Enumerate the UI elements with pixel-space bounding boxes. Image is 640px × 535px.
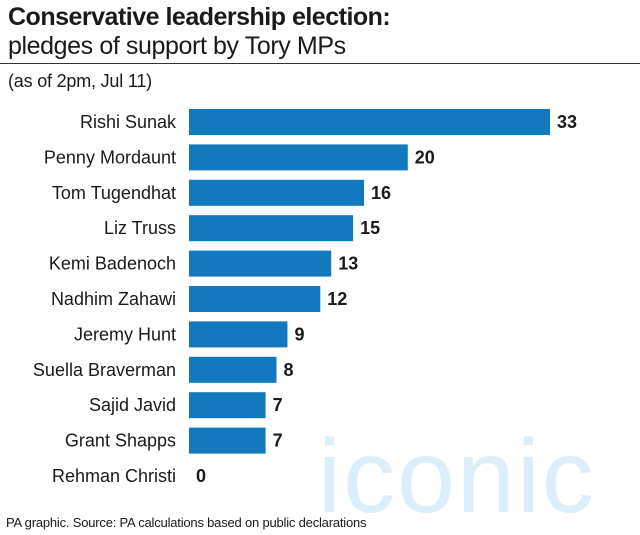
source-note: PA graphic. Source: PA calculations base… [6,515,367,530]
category-label: Nadhim Zahawi [51,289,176,309]
category-label: Grant Shapps [65,431,176,451]
chart-subtitle: pledges of support by Tory MPs [8,32,346,60]
header-divider [0,63,640,64]
value-label: 15 [360,218,380,238]
value-label: 9 [294,324,304,344]
value-label: 8 [284,360,294,380]
bar [189,109,550,135]
category-label: Suella Braverman [33,360,176,380]
bar [189,250,332,277]
watermark-logo: iconic [318,419,596,535]
category-label: Jeremy Hunt [74,324,176,344]
value-label: 12 [327,289,347,309]
category-label: Penny Mordaunt [44,147,176,167]
category-label: Sajid Javid [89,395,176,415]
bar [189,286,321,312]
value-label: 0 [196,466,206,486]
value-label: 20 [415,147,435,167]
category-label: Rehman Christi [52,466,176,486]
chart-title: Conservative leadership election: [8,3,391,31]
category-label: Kemi Badenoch [49,254,176,274]
bar [189,179,365,206]
category-label: Tom Tugendhat [52,183,176,203]
value-label: 16 [371,183,391,203]
category-label: Liz Truss [104,218,176,238]
bar [189,321,288,348]
bar [189,215,354,242]
bar [189,427,266,454]
value-label: 33 [557,112,577,132]
category-label: Rishi Sunak [80,112,177,132]
value-label: 7 [273,395,283,415]
bar [189,144,408,171]
bars-group: Rishi Sunak 33 Penny Mordaunt 20 Tom Tugendh… [33,109,577,486]
bar [189,356,277,383]
date-note: (as of 2pm, Jul 11) [8,71,152,91]
value-label: 7 [273,431,283,451]
bar [189,392,266,419]
value-label: 13 [338,254,358,274]
